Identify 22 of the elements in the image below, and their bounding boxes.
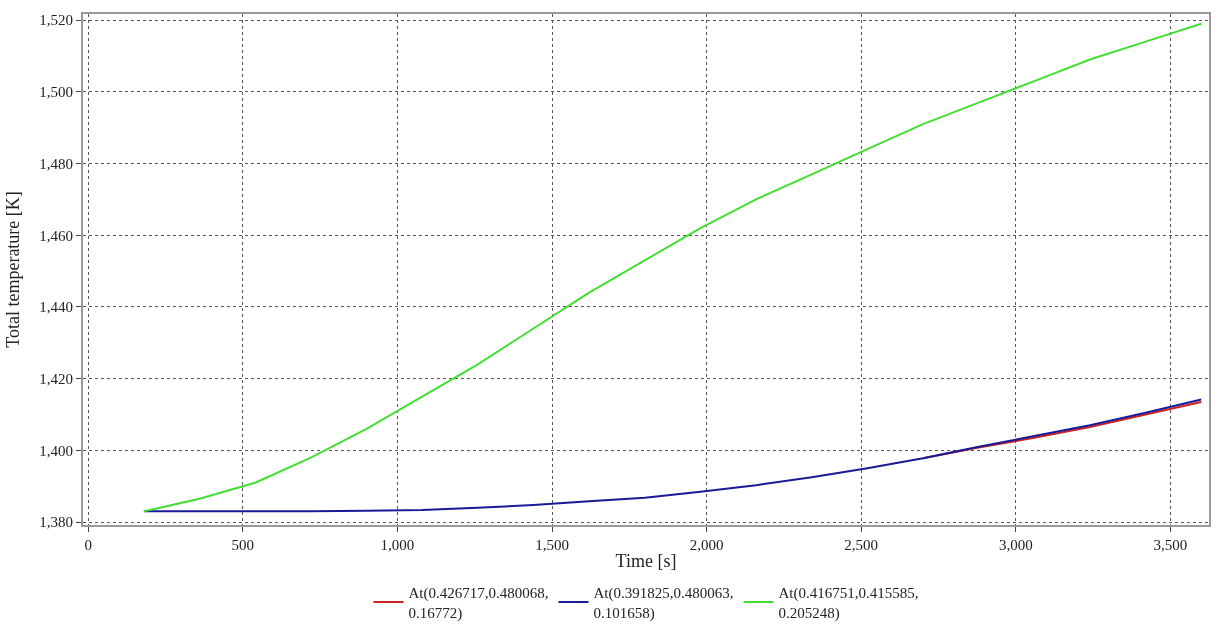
y-tick-label: 1,480 (39, 155, 73, 172)
y-tick-label: 1,500 (39, 84, 73, 101)
x-tick-label: 2,000 (689, 537, 724, 553)
x-tick-label: 500 (231, 537, 255, 553)
x-tick-label: 1,000 (380, 537, 415, 553)
line-series (142, 22, 1203, 513)
legend-label: At(0.391825,0.480063, 0.101658) (593, 585, 734, 622)
y-tick-label: 1,520 (39, 12, 73, 29)
y-tick-label: 1,440 (39, 299, 73, 316)
x-tick-label: 0 (84, 537, 93, 553)
x-tick-label: 2,500 (844, 537, 879, 553)
x-tick-label: 3,500 (1153, 537, 1188, 553)
legend-label: At(0.416751,0.415585, 0.205248) (778, 585, 919, 622)
x-axis-title: Time [s] (615, 550, 677, 571)
legend-label: At(0.426717,0.480068, 0.16772) (408, 585, 549, 622)
y-tick-label: 1,400 (39, 442, 73, 459)
y-tick-label: 1,460 (39, 227, 73, 244)
y-axis-title: Total temperature [K] (2, 191, 23, 348)
x-tick-label: 3,000 (998, 537, 1033, 553)
y-tick-label: 1,420 (39, 370, 73, 387)
x-tick-label: 1,500 (535, 537, 569, 553)
y-tick-label: 1,380 (39, 514, 73, 531)
